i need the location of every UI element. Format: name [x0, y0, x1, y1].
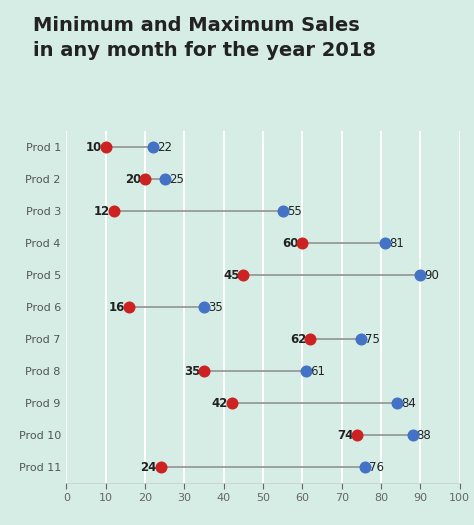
- Text: 20: 20: [125, 173, 141, 186]
- Text: 42: 42: [211, 396, 228, 410]
- Text: 10: 10: [85, 141, 102, 154]
- Point: [200, 303, 208, 311]
- Point: [161, 175, 168, 183]
- Text: 88: 88: [417, 428, 431, 442]
- Point: [157, 463, 164, 471]
- Point: [381, 239, 389, 247]
- Text: 62: 62: [290, 333, 306, 345]
- Point: [307, 335, 314, 343]
- Text: 81: 81: [389, 237, 404, 250]
- Text: 74: 74: [337, 428, 354, 442]
- Point: [357, 335, 365, 343]
- Point: [279, 207, 286, 215]
- Point: [149, 143, 157, 151]
- Text: 75: 75: [365, 333, 380, 345]
- Text: 16: 16: [109, 301, 125, 313]
- Text: 61: 61: [310, 364, 325, 377]
- Text: 25: 25: [169, 173, 183, 186]
- Point: [409, 431, 416, 439]
- Point: [126, 303, 133, 311]
- Point: [354, 431, 361, 439]
- Point: [102, 143, 109, 151]
- Text: 76: 76: [369, 460, 384, 474]
- Point: [228, 399, 236, 407]
- Text: 45: 45: [223, 269, 239, 281]
- Text: 35: 35: [208, 301, 223, 313]
- Point: [362, 463, 369, 471]
- Point: [417, 271, 424, 279]
- Point: [393, 399, 401, 407]
- Text: 22: 22: [157, 141, 172, 154]
- Text: 84: 84: [401, 396, 416, 410]
- Text: 24: 24: [140, 460, 157, 474]
- Text: 60: 60: [282, 237, 299, 250]
- Text: Minimum and Maximum Sales
in any month for the year 2018: Minimum and Maximum Sales in any month f…: [33, 16, 376, 60]
- Text: 12: 12: [93, 205, 109, 218]
- Point: [141, 175, 149, 183]
- Point: [200, 367, 208, 375]
- Point: [299, 239, 306, 247]
- Point: [239, 271, 247, 279]
- Point: [302, 367, 310, 375]
- Text: 35: 35: [184, 364, 200, 377]
- Text: 55: 55: [287, 205, 301, 218]
- Text: 90: 90: [424, 269, 439, 281]
- Point: [110, 207, 118, 215]
